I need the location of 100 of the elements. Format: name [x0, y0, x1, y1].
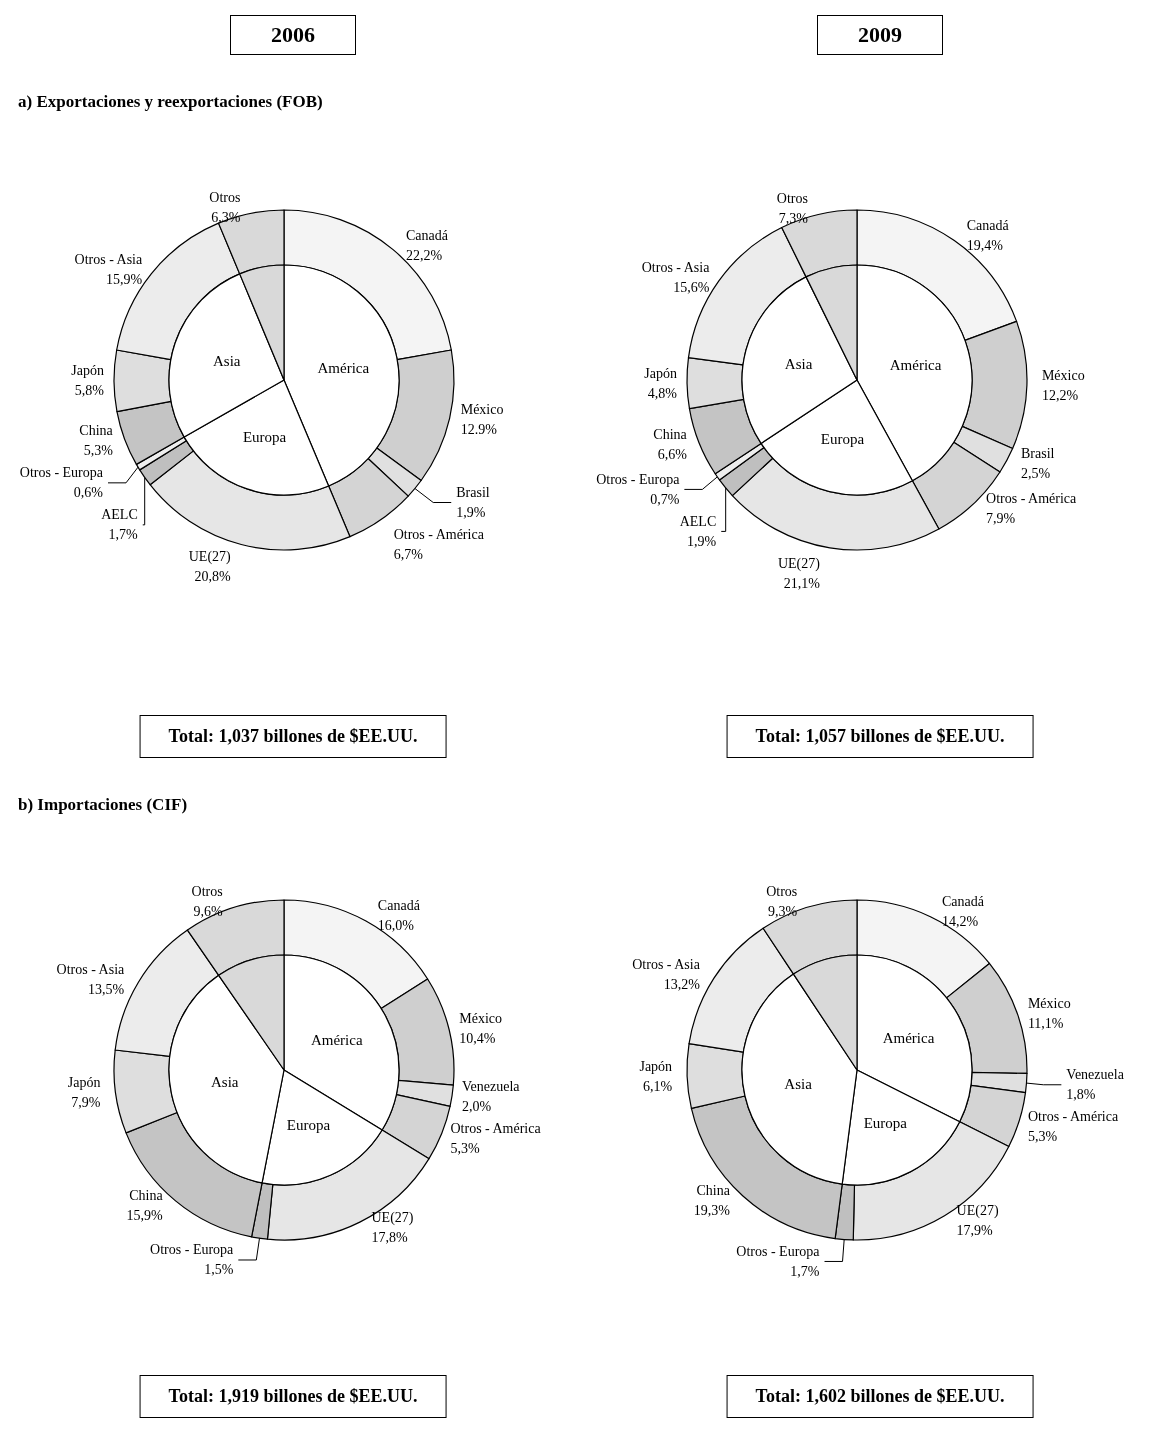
slice-label: Otros - Europa	[19, 465, 104, 481]
slice-label: UE(27)	[777, 555, 821, 572]
data-label: 13,5%	[88, 981, 125, 997]
slice-label: Otros	[766, 883, 798, 899]
slice-label: Otros - Asia	[641, 259, 711, 275]
slice-label: Europa	[863, 1115, 908, 1132]
data-label: 12.9%	[460, 422, 498, 438]
slice-label: Japón	[67, 1075, 101, 1091]
slice-label: China	[79, 423, 114, 439]
text: Total: 1,057 billones de $EE.UU.	[726, 715, 1034, 758]
slice-label: Europa	[286, 1117, 331, 1134]
data-label: 16,0%	[377, 918, 415, 934]
data-label: 1,7%	[790, 1263, 820, 1279]
slice-label: América	[882, 1030, 935, 1047]
slice-label: América	[310, 1032, 363, 1049]
slice-label: AELC	[101, 507, 138, 523]
data-label: 0,7%	[650, 491, 680, 507]
slice-label: Japón	[71, 363, 104, 379]
data-label: 9,3%	[768, 903, 798, 919]
data-label: 20,8%	[194, 569, 232, 585]
slice-label: Otros - América	[1027, 1109, 1119, 1125]
data-label: 7,3%	[778, 211, 809, 227]
slice-label: China	[129, 1188, 164, 1204]
slice-label: Canadá	[377, 898, 421, 914]
slice-label: Canadá	[942, 893, 985, 909]
slice-label: Japón	[639, 1058, 673, 1074]
slice-label: Japón	[644, 365, 678, 381]
data-label: 19,4%	[966, 238, 1004, 254]
slice-label: Otros	[191, 884, 223, 900]
slice-label: Europa	[820, 430, 865, 447]
data-label: 15,9%	[106, 272, 143, 288]
slice-label: Otros - América	[393, 527, 485, 543]
chart-title: 2009	[817, 15, 943, 55]
slice-label: China	[696, 1182, 731, 1198]
slice-label: UE(27)	[371, 1210, 414, 1227]
slice-label: México	[460, 402, 504, 418]
data-label: 22,2%	[405, 247, 443, 263]
data-label: 15,9%	[126, 1208, 164, 1224]
slice-label: México	[1027, 995, 1071, 1011]
slice-label: Otros - Asia	[632, 957, 701, 973]
text: Total: 1,037 billones de $EE.UU.	[139, 715, 447, 758]
slice-label: Otros - Europa	[736, 1243, 821, 1259]
slice-label: Asia	[784, 356, 813, 373]
slice-label: Europa	[242, 429, 287, 446]
data-label: 7,9%	[986, 511, 1016, 527]
slice-label: Otros - América	[450, 1121, 542, 1137]
data-label: 17,9%	[956, 1223, 994, 1239]
data-label: 5,3%	[1027, 1129, 1058, 1145]
data-label: 5,3%	[83, 443, 114, 459]
slice-label: UE(27)	[188, 549, 232, 566]
data-label: 5,8%	[74, 383, 105, 399]
data-label: 6,1%	[642, 1078, 673, 1094]
data-label: 5,3%	[450, 1141, 480, 1157]
data-label: 17,8%	[371, 1230, 408, 1246]
slice-label: Otros - Europa	[150, 1242, 235, 1258]
data-label: 7,9%	[71, 1095, 101, 1111]
data-label: 11,1%	[1027, 1015, 1064, 1031]
slice-label: México	[459, 1011, 503, 1027]
data-label: 1,9%	[456, 505, 486, 521]
data-label: 15,6%	[673, 279, 710, 295]
data-label: 1,8%	[1066, 1087, 1096, 1103]
slice-label: Otros	[776, 191, 808, 207]
slice-label: América	[889, 356, 942, 373]
text: Total: 1,602 billones de $EE.UU.	[726, 1375, 1034, 1418]
slice-label: Canadá	[966, 218, 1010, 234]
slice-label: Otros	[209, 189, 241, 205]
data-label: 9,6%	[193, 904, 223, 920]
data-label: 0,6%	[73, 485, 104, 501]
data-label: 4,8%	[647, 385, 678, 401]
data-label: 1,9%	[687, 533, 717, 549]
slice-label: Brasil	[1021, 445, 1055, 461]
slice-label: China	[653, 427, 688, 443]
chart-subtitle: b) Importaciones (CIF)	[18, 795, 188, 815]
slice-label: Asia	[212, 352, 241, 369]
slice-label: Asia	[211, 1074, 239, 1091]
data-label: 1,7%	[108, 527, 139, 543]
data-label: 13,2%	[663, 977, 701, 993]
data-label: 1,5%	[204, 1262, 234, 1278]
data-label: 6,6%	[657, 447, 688, 463]
text: Total: 1,919 billones de $EE.UU.	[139, 1375, 447, 1418]
slice-label: Brasil	[456, 485, 490, 501]
chart-title: 2006	[230, 15, 356, 55]
data-label: 6,7%	[393, 547, 424, 563]
chart-subtitle: a) Exportaciones y reexportaciones (FOB)	[18, 92, 323, 112]
data-label: 10,4%	[459, 1031, 496, 1047]
data-label: 2,0%	[462, 1099, 492, 1115]
slice-label: Otros - América	[986, 491, 1078, 507]
data-label: 2,5%	[1021, 465, 1051, 481]
slice-label: Otros - Asia	[74, 252, 143, 268]
slice-label: Otros - Asia	[56, 961, 126, 977]
data-label: 12,2%	[1041, 388, 1079, 404]
slice-label: México	[1041, 368, 1085, 384]
data-label: 14,2%	[942, 913, 979, 929]
slice-label: América	[317, 360, 370, 377]
slice-label: UE(27)	[956, 1203, 999, 1220]
data-label: 19,3%	[693, 1202, 731, 1218]
slice-label: Venezuela	[462, 1079, 521, 1095]
data-label: 21,1%	[783, 575, 821, 591]
slice-label: Otros - Europa	[596, 471, 681, 487]
slice-label: Canadá	[405, 227, 449, 243]
